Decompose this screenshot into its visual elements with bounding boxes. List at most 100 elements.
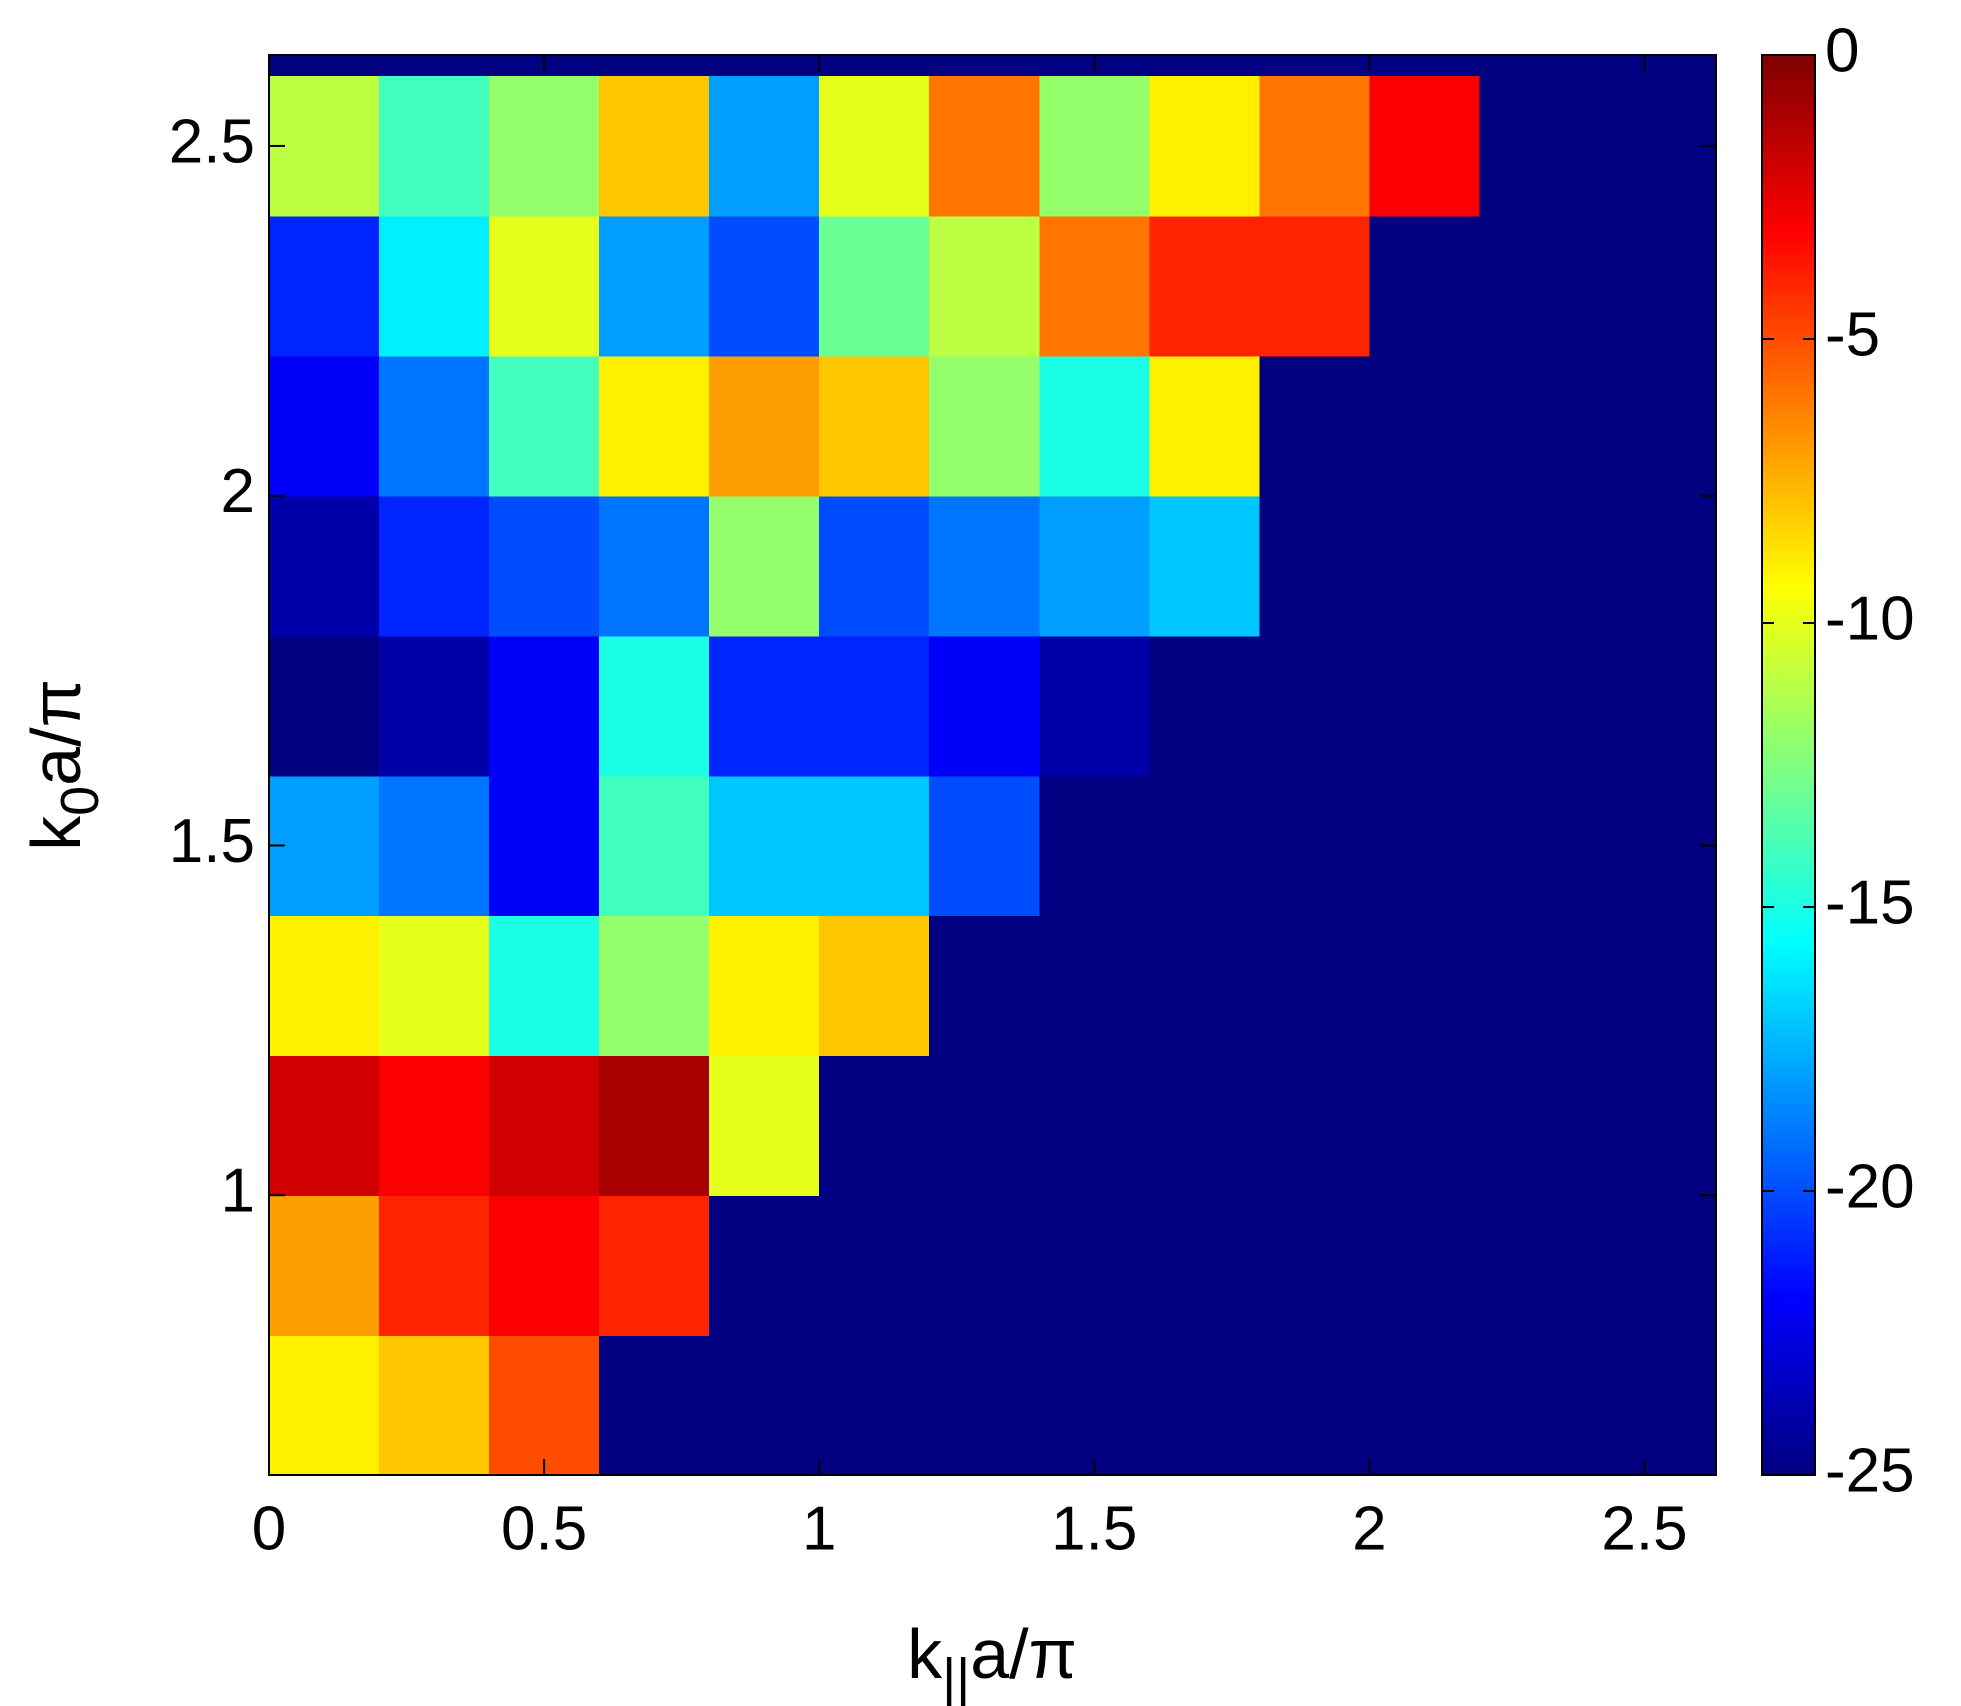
heatmap-cell <box>819 1195 931 1336</box>
heatmap-cell <box>269 75 380 217</box>
heatmap-cell <box>1479 635 1591 777</box>
heatmap-cell <box>599 495 710 637</box>
x-label-rest: a/π <box>970 1615 1077 1693</box>
y-label-rest: a/π <box>17 679 95 786</box>
heatmap-cell <box>1589 1335 1701 1475</box>
heatmap-cell <box>1149 355 1261 497</box>
heatmap-cell <box>269 1335 380 1475</box>
heatmap-cell <box>489 635 600 777</box>
x-tick-label: 2.5 <box>1601 1494 1687 1563</box>
heatmap-cell <box>709 215 820 357</box>
colorbar-tick-label: -5 <box>1825 300 1880 369</box>
heatmap-cell <box>489 75 600 217</box>
heatmap-cell <box>379 1055 490 1196</box>
y-tick-label: 1 <box>221 1157 255 1226</box>
heatmap-cell <box>1479 1055 1591 1196</box>
heatmap-cell <box>599 915 710 1057</box>
y-axis-label: k0a/π <box>17 679 110 851</box>
colorbar-tick-label: -20 <box>1825 1152 1915 1221</box>
heatmap-cell <box>1479 1195 1591 1336</box>
heatmap-cell <box>1039 215 1151 357</box>
heatmap-cell <box>709 1335 820 1475</box>
heatmap-cell <box>709 1055 820 1196</box>
heatmap-cell <box>489 355 600 497</box>
plot-frame <box>268 54 1717 1476</box>
heatmap-cell <box>1259 355 1371 497</box>
heatmap-cell <box>819 215 931 357</box>
heatmap-cell <box>1589 215 1701 357</box>
heatmap-cell <box>1259 775 1371 917</box>
heatmap-cell <box>269 775 380 917</box>
x-tick-label: 0 <box>252 1494 286 1563</box>
heatmap-cell <box>1369 1055 1481 1196</box>
heatmap-cell <box>1039 775 1151 917</box>
heatmap-cell <box>269 495 380 637</box>
colorbar-tick-label: -10 <box>1825 584 1915 653</box>
x-label-base: k <box>907 1615 943 1693</box>
heatmap-cell <box>819 355 931 497</box>
heatmap-cell <box>269 1055 380 1196</box>
heatmap-cell <box>929 355 1041 497</box>
heatmap-cell <box>1259 915 1371 1057</box>
heatmap-cell <box>379 215 490 357</box>
heatmap-cell <box>1259 635 1371 777</box>
x-tick-label: 2 <box>1352 1494 1386 1563</box>
heatmap-cell <box>929 915 1041 1057</box>
heatmap-cell <box>1479 495 1591 637</box>
y-label-sub: 0 <box>50 786 110 816</box>
heatmap-cell <box>709 915 820 1057</box>
heatmap-cell <box>1149 775 1261 917</box>
heatmap-cell <box>379 495 490 637</box>
heatmap-cell <box>1149 1195 1261 1336</box>
heatmap-cell <box>1259 1335 1371 1475</box>
heatmap <box>269 75 1701 1475</box>
colorbar-tick-label: -15 <box>1825 868 1915 937</box>
x-axis-label: k||a/π <box>907 1615 1077 1706</box>
heatmap-cell <box>1369 635 1481 777</box>
heatmap-cell <box>709 1195 820 1336</box>
heatmap-cell <box>1479 75 1591 217</box>
heatmap-cell <box>489 1055 600 1196</box>
heatmap-cell <box>269 635 380 777</box>
heatmap-cell <box>1149 915 1261 1057</box>
heatmap-cell <box>929 75 1041 217</box>
heatmap-cell <box>929 215 1041 357</box>
heatmap-cell <box>1149 75 1261 217</box>
heatmap-cell <box>1589 75 1701 217</box>
heatmap-cell <box>929 635 1041 777</box>
heatmap-cell <box>819 775 931 917</box>
heatmap-cell <box>599 1055 710 1196</box>
heatmap-cell <box>379 915 490 1057</box>
heatmap-cell <box>1369 75 1481 217</box>
heatmap-cell <box>819 915 931 1057</box>
heatmap-cell <box>269 915 380 1057</box>
heatmap-cell <box>1369 1335 1481 1475</box>
heatmap-cell <box>489 775 600 917</box>
heatmap-cell <box>1039 75 1151 217</box>
heatmap-cell <box>1589 495 1701 637</box>
heatmap-cell <box>1479 775 1591 917</box>
x-label-sub: || <box>942 1648 970 1706</box>
heatmap-cell <box>489 915 600 1057</box>
heatmap-cell <box>1039 1055 1151 1196</box>
heatmap-cell <box>1479 915 1591 1057</box>
heatmap-cell <box>379 1335 490 1475</box>
heatmap-cell <box>709 355 820 497</box>
heatmap-cell <box>709 495 820 637</box>
heatmap-cell <box>1259 1055 1371 1196</box>
heatmap-cell <box>709 775 820 917</box>
heatmap-cell <box>1259 75 1371 217</box>
heatmap-cell <box>929 775 1041 917</box>
heatmap-cell <box>929 1335 1041 1475</box>
heatmap-cell <box>599 1335 710 1475</box>
heatmap-cell <box>1479 1335 1591 1475</box>
heatmap-cell <box>819 1335 931 1475</box>
heatmap-cell <box>1589 635 1701 777</box>
heatmap-cell <box>1369 495 1481 637</box>
y-tick-label: 1.5 <box>169 807 255 876</box>
heatmap-cell <box>1259 1195 1371 1336</box>
heatmap-cell <box>1589 1055 1701 1196</box>
heatmap-cell <box>599 1195 710 1336</box>
heatmap-cell <box>1369 215 1481 357</box>
heatmap-cell <box>599 635 710 777</box>
